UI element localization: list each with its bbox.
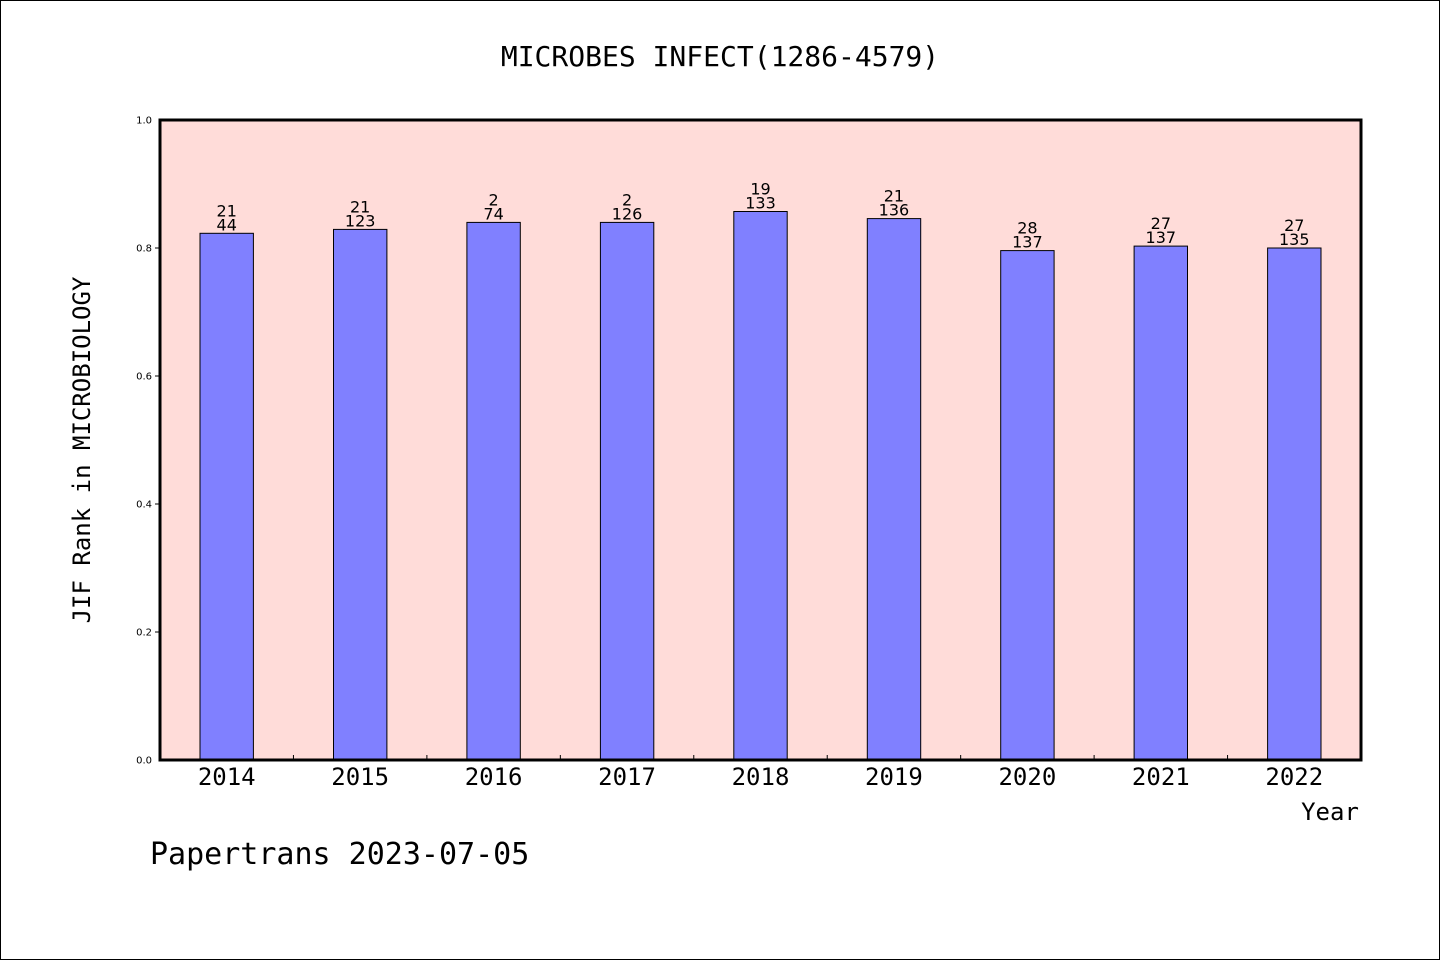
rank-label-2018: 19 <box>750 180 770 199</box>
total-label-2020: 137 <box>1012 233 1043 252</box>
y-tick-label-0.8: 0.8 <box>136 244 152 255</box>
y-tick-label-0.4: 0.4 <box>136 500 152 511</box>
bar-2020 <box>1000 250 1055 761</box>
rank-label-2019: 21 <box>884 187 904 206</box>
y-axis-ticks: 0.0 0.2 0.4 0.6 0.8 1.0 <box>136 116 160 767</box>
y-tick-label-1.0: 1.0 <box>136 116 152 127</box>
total-label-2021: 137 <box>1146 228 1177 247</box>
footer-text: Papertrans 2023-07-05 <box>150 837 529 872</box>
total-label-2016: 74 <box>483 204 503 223</box>
y-tick-label-0.2: 0.2 <box>136 628 152 639</box>
plot-border <box>158 118 1363 762</box>
y-axis-label: JIF Rank in MICROBIOLOGY <box>68 276 96 623</box>
chart-title: MICROBES INFECT(1286-4579) <box>501 40 939 73</box>
total-label-2014: 44 <box>217 215 237 234</box>
x-tick-label-2015: 2015 <box>331 763 389 791</box>
rank-label-2016: 2 <box>489 190 499 209</box>
x-tick-label-2018: 2018 <box>732 763 790 791</box>
x-tick-label-2016: 2016 <box>465 763 523 791</box>
rank-label-2022: 27 <box>1284 216 1304 235</box>
rank-label-2015: 21 <box>350 197 370 216</box>
x-tick-label-2014: 2014 <box>198 763 256 791</box>
total-label-2015: 123 <box>345 211 376 230</box>
total-label-2018: 133 <box>745 194 776 213</box>
total-label-2022: 135 <box>1279 230 1310 249</box>
total-label-2017: 126 <box>612 204 643 223</box>
rank-label-2017: 2 <box>622 190 632 209</box>
total-label-2019: 136 <box>879 201 910 220</box>
bar-2016 <box>466 221 521 761</box>
y-tick-label-0.6: 0.6 <box>136 372 152 383</box>
bar-2017 <box>599 221 655 761</box>
bar-2019 <box>866 218 922 761</box>
x-axis-ticks: 2014 2015 2016 2017 2018 2019 2020 2021 2022 <box>198 755 1323 791</box>
x-tick-label-2017: 2017 <box>598 763 656 791</box>
bars-group <box>199 211 1322 761</box>
x-tick-label-2021: 2021 <box>1132 763 1190 791</box>
bar-2015 <box>333 228 388 761</box>
rank-label-2021: 27 <box>1151 214 1171 233</box>
bar-2021 <box>1133 245 1188 761</box>
bar-2022 <box>1267 247 1322 761</box>
bar-2014 <box>199 232 254 761</box>
x-axis-label: Year <box>1301 798 1359 826</box>
x-tick-label-2019: 2019 <box>865 763 923 791</box>
rank-label-2020: 28 <box>1017 219 1037 238</box>
x-tick-label-2022: 2022 <box>1265 763 1323 791</box>
x-tick-label-2020: 2020 <box>998 763 1056 791</box>
rank-label-2014: 21 <box>217 201 237 220</box>
bar-2018 <box>733 211 788 761</box>
y-tick-label-0.0: 0.0 <box>136 756 152 767</box>
